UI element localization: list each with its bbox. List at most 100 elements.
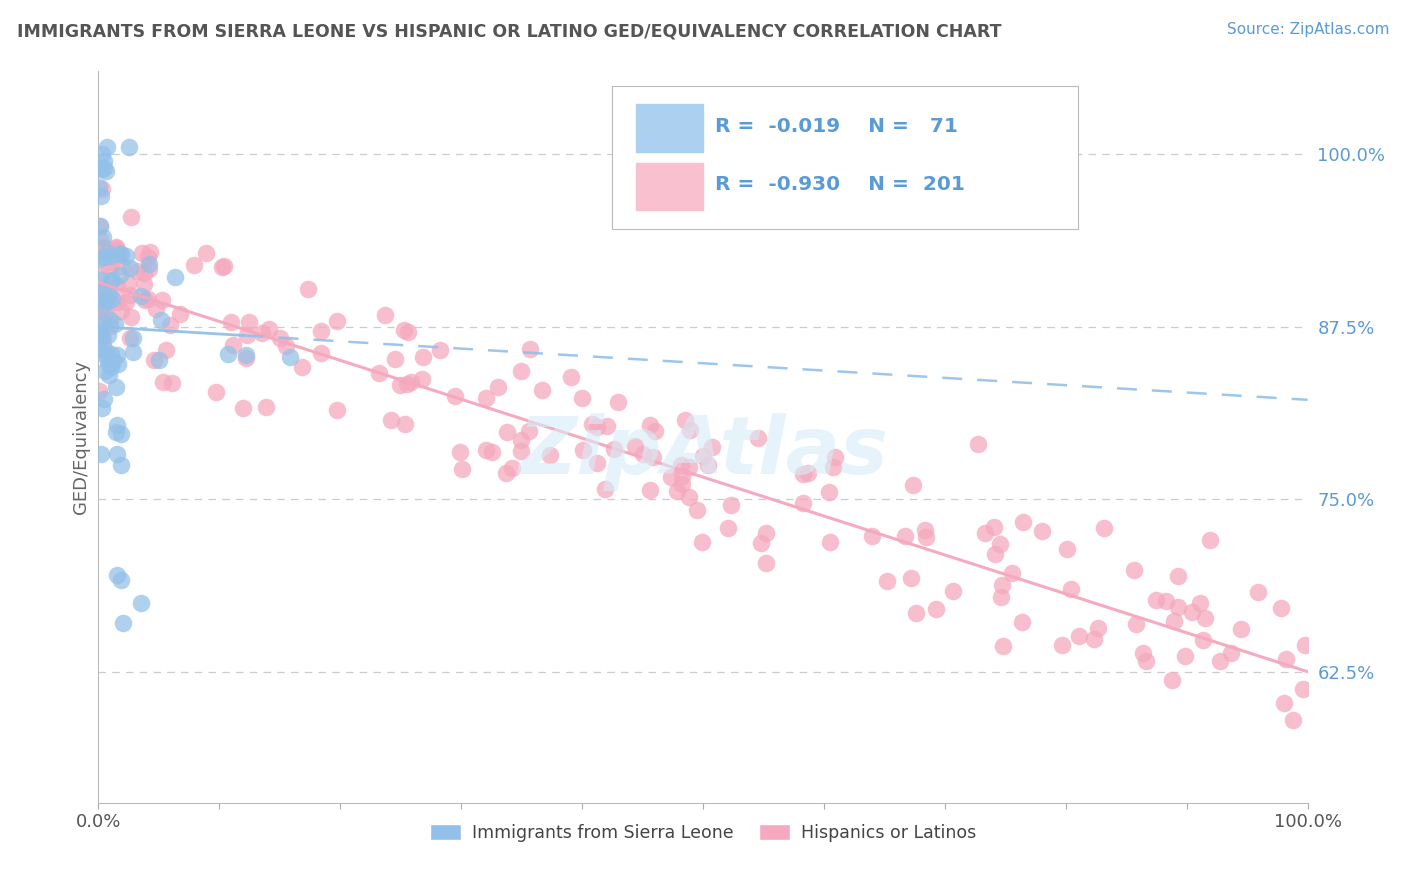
Point xyxy=(97,262,120,277)
Point xyxy=(396,325,419,339)
Point xyxy=(235,351,257,365)
Point xyxy=(110,574,132,588)
Point xyxy=(87,336,110,351)
Text: ZipAtlas: ZipAtlas xyxy=(517,413,889,491)
Point xyxy=(692,449,714,463)
Point xyxy=(89,324,111,338)
Point xyxy=(412,350,434,364)
Point xyxy=(118,331,141,345)
Point xyxy=(108,247,131,261)
Point xyxy=(152,375,174,389)
Point xyxy=(395,376,418,391)
Point xyxy=(984,547,1007,561)
Point xyxy=(93,230,115,244)
Point xyxy=(93,283,115,297)
Point xyxy=(96,241,118,255)
Point xyxy=(444,389,467,403)
Point xyxy=(107,348,129,362)
Point xyxy=(131,246,153,260)
Point xyxy=(205,384,228,399)
Y-axis label: GED/Equivalency: GED/Equivalency xyxy=(72,360,90,514)
Point xyxy=(394,417,416,431)
Point xyxy=(495,466,517,480)
Point xyxy=(538,448,561,462)
Point xyxy=(1294,638,1316,652)
Point xyxy=(486,380,509,394)
Point xyxy=(388,378,411,392)
Point xyxy=(1011,615,1033,629)
Point xyxy=(105,295,128,310)
Point xyxy=(238,315,260,329)
Point xyxy=(876,574,898,588)
Point xyxy=(679,423,702,437)
Point xyxy=(1135,654,1157,668)
Point xyxy=(643,450,665,464)
Point xyxy=(571,392,593,406)
Point xyxy=(183,258,205,272)
Point xyxy=(138,245,160,260)
Point xyxy=(104,240,127,254)
Point xyxy=(1087,621,1109,635)
Point xyxy=(93,285,115,300)
Point xyxy=(97,368,120,383)
Point xyxy=(142,353,165,368)
Point xyxy=(1247,584,1270,599)
Point xyxy=(134,293,156,307)
Point xyxy=(291,359,314,374)
Point xyxy=(90,273,112,287)
Point xyxy=(914,530,936,544)
Point xyxy=(120,310,142,324)
Point xyxy=(107,279,129,293)
Point xyxy=(755,525,778,540)
Point xyxy=(1275,651,1298,665)
Point xyxy=(638,483,661,498)
Point xyxy=(103,354,125,368)
Point xyxy=(673,413,696,427)
Point xyxy=(87,180,110,194)
Point xyxy=(274,339,297,353)
Point xyxy=(326,403,349,417)
Point xyxy=(475,391,498,405)
Point xyxy=(250,326,273,341)
Point xyxy=(105,447,128,461)
Point xyxy=(254,400,277,414)
Point xyxy=(1291,681,1313,696)
Point xyxy=(90,330,112,344)
Point xyxy=(93,293,115,308)
Point xyxy=(1163,614,1185,628)
Text: R =  -0.019    N =   71: R = -0.019 N = 71 xyxy=(716,117,957,136)
Point xyxy=(90,162,112,177)
Point xyxy=(633,447,655,461)
Point xyxy=(671,477,693,491)
Point xyxy=(509,444,531,458)
Point xyxy=(1167,600,1189,615)
Point xyxy=(125,263,148,277)
Point xyxy=(1154,594,1177,608)
Point xyxy=(105,425,128,440)
Point xyxy=(160,376,183,390)
Point xyxy=(638,418,661,433)
Point xyxy=(118,140,141,154)
Point xyxy=(824,450,846,464)
Point xyxy=(586,456,609,470)
Point xyxy=(623,439,645,453)
Point xyxy=(91,182,114,196)
Point xyxy=(96,245,118,260)
Point xyxy=(93,154,115,169)
Point xyxy=(1282,713,1305,727)
Point xyxy=(755,556,778,570)
Point xyxy=(720,498,742,512)
Point xyxy=(111,616,134,631)
Point xyxy=(368,366,391,380)
Point xyxy=(1230,622,1253,636)
Point xyxy=(107,417,129,432)
Point xyxy=(100,359,122,374)
Point xyxy=(91,334,114,349)
Point xyxy=(1060,582,1083,596)
Point xyxy=(1198,533,1220,547)
Point xyxy=(105,379,128,393)
Point xyxy=(1144,593,1167,607)
Point xyxy=(136,292,159,306)
Point xyxy=(411,372,433,386)
Point xyxy=(89,232,111,246)
